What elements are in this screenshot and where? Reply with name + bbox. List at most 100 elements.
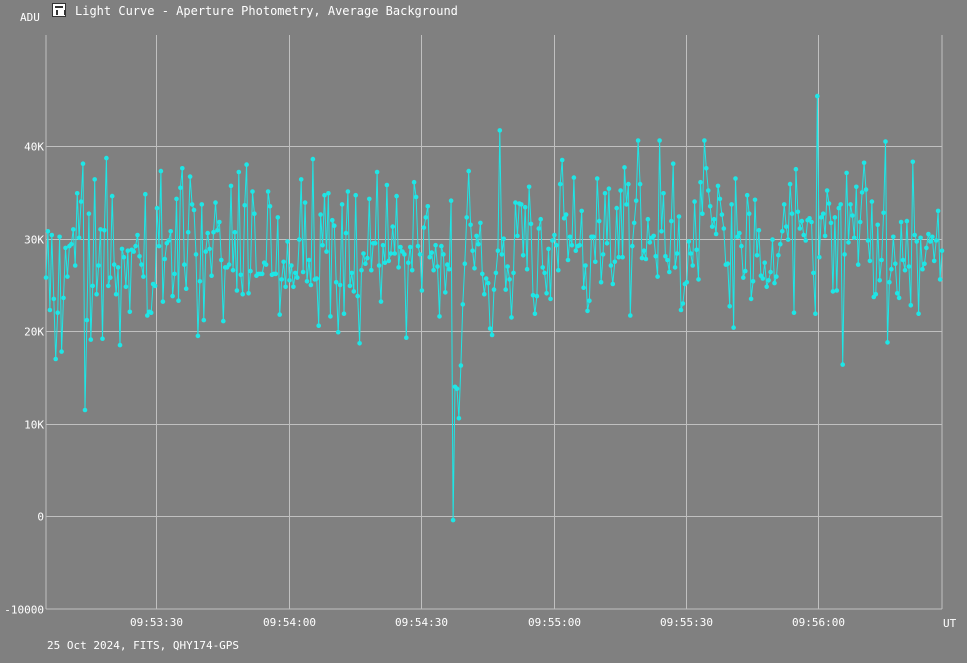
data-point [791,310,797,316]
data-point [221,318,226,324]
data-point [367,196,372,202]
data-point [928,239,933,244]
data-point [201,317,207,323]
data-point [96,263,101,268]
data-point [382,260,388,266]
data-point [902,267,908,273]
data-point [789,211,795,216]
data-point [669,218,674,224]
data-point [302,200,308,205]
data-point [809,219,814,225]
data-point [834,288,840,293]
data-point [478,220,483,226]
data-point [137,253,142,259]
data-point [226,262,232,267]
data-point [187,174,193,179]
data-point [298,177,304,182]
data-point [741,275,746,280]
data-point [552,232,557,238]
data-point [160,299,166,304]
data-point [910,159,916,165]
data-point [281,259,286,265]
data-point [82,407,88,413]
data-point [924,245,929,251]
data-point [406,260,411,266]
data-point [885,340,890,345]
data-point [287,278,292,283]
data-point [772,280,777,286]
data-point [417,252,423,257]
data-point [320,242,325,248]
data-point [536,226,542,231]
data-point [778,241,783,247]
data-point [795,209,801,215]
data-point [635,138,641,143]
data-point [439,243,444,249]
footer-info: 25 Oct 2024, FITS, QHY174-GPS [47,639,240,652]
data-point [446,266,452,272]
x-axis-unit-label: UT [943,617,957,630]
data-point [285,239,290,244]
data-point [846,240,851,245]
data-point [376,263,382,268]
data-point [152,283,158,289]
data-point [396,265,401,270]
data-point [822,233,828,239]
data-point [694,247,699,253]
data-point [813,311,818,317]
data-point [65,274,70,279]
data-point [183,286,189,292]
data-point [215,228,220,233]
data-point [328,314,333,319]
data-point [324,249,329,254]
data-point [606,186,612,191]
data-point [674,251,680,256]
data-point [304,279,310,284]
data-point [735,234,740,240]
data-point [785,237,791,242]
data-point [618,188,623,193]
data-point [341,311,347,317]
data-point [906,264,912,269]
data-point [487,326,493,331]
data-point [624,202,629,207]
data-point [88,337,94,342]
data-point [425,204,431,209]
data-point [119,246,125,252]
data-point [692,199,697,204]
data-point [743,268,748,274]
data-point [283,284,288,290]
data-point [711,216,717,222]
data-point [524,266,530,272]
data-point [780,229,785,234]
data-point [659,229,664,234]
data-point [104,155,109,161]
data-point [133,243,138,249]
data-point [345,189,351,194]
data-point [639,255,645,261]
data-point [631,220,637,226]
data-point [61,295,66,301]
data-point [630,243,635,249]
data-point [869,199,875,204]
data-point [402,252,407,257]
data-point [770,237,775,242]
x-tick-label: 09:54:00 [263,616,316,629]
data-point [520,253,526,258]
data-point [850,213,855,218]
data-point [437,314,442,319]
chart-window-icon[interactable] [52,3,66,17]
data-point [460,302,466,307]
data-point [933,238,939,243]
data-point [569,242,575,248]
data-point [380,242,386,248]
data-point [277,312,283,317]
data-point [727,304,732,309]
data-point [774,274,779,279]
data-point [219,257,224,263]
data-point [698,179,703,185]
y-tick-label: -10000 [4,604,44,617]
data-point [343,230,349,236]
data-point [92,177,97,182]
data-point [45,229,51,234]
